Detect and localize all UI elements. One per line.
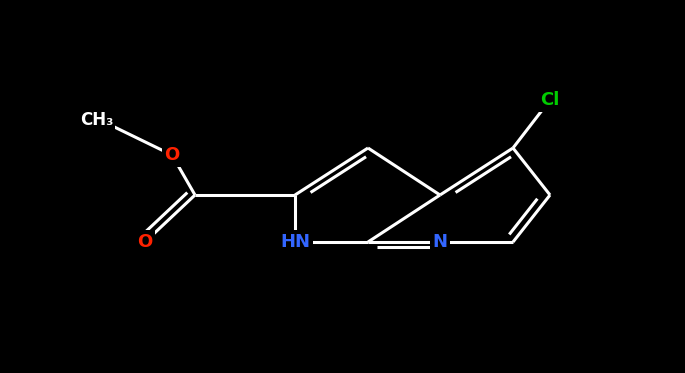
Text: CH₃: CH₃ xyxy=(80,111,113,129)
Text: O: O xyxy=(164,146,179,164)
Text: Cl: Cl xyxy=(540,91,560,109)
Text: O: O xyxy=(138,233,153,251)
Text: HN: HN xyxy=(280,233,310,251)
Text: N: N xyxy=(432,233,447,251)
